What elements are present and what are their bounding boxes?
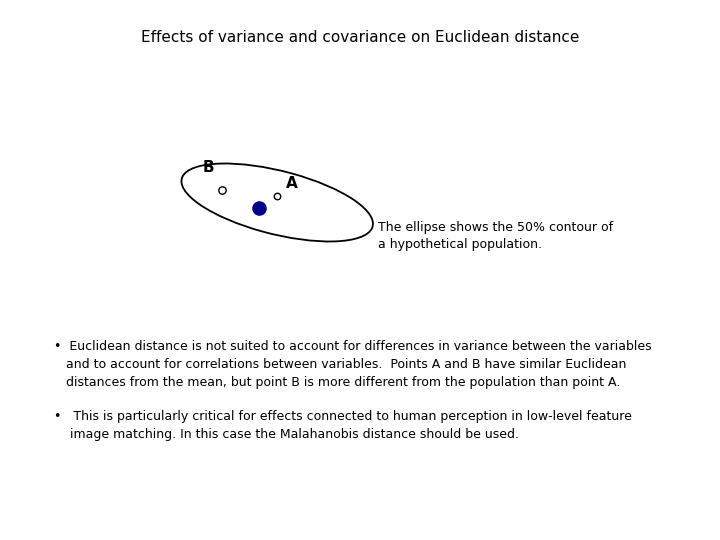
Text: •  Euclidean distance is not suited to account for differences in variance betwe: • Euclidean distance is not suited to ac… (54, 340, 652, 389)
Text: Effects of variance and covariance on Euclidean distance: Effects of variance and covariance on Eu… (141, 30, 579, 45)
Text: •   This is particularly critical for effects connected to human perception in l: • This is particularly critical for effe… (54, 410, 632, 441)
Text: B: B (203, 160, 215, 175)
Text: A: A (286, 176, 297, 191)
Point (253, 204, 265, 212)
Point (216, 186, 228, 194)
Text: The ellipse shows the 50% contour of
a hypothetical population.: The ellipse shows the 50% contour of a h… (378, 221, 613, 252)
Point (271, 192, 283, 200)
